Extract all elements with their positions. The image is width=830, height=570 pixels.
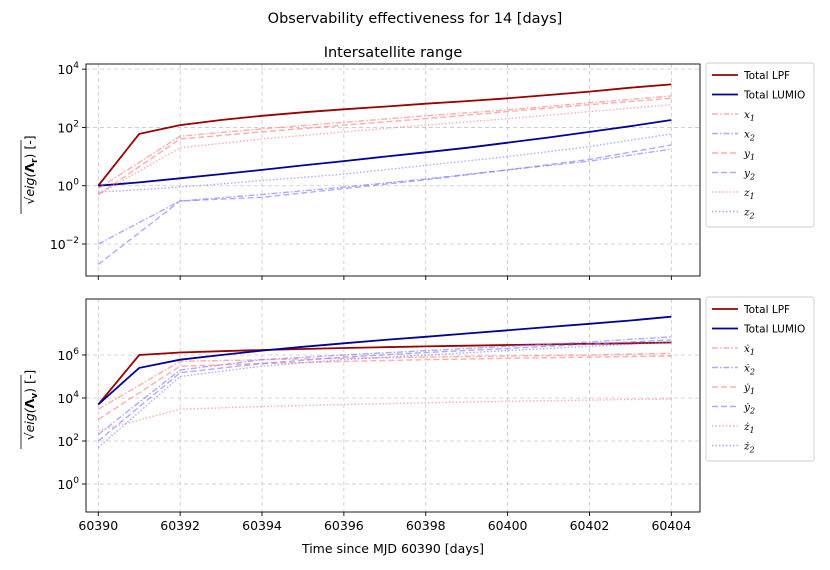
series-group: [97, 83, 672, 265]
y-tick-label: 104: [57, 390, 79, 406]
legend-label: Total LUMIO: [743, 324, 805, 336]
x-tick-label: 60400: [488, 518, 528, 533]
y-tick-label: 102: [57, 119, 79, 135]
legend-label: x1: [744, 109, 755, 123]
top-legend: Total LPF Total LUMIO x1 x2 y1 y2 z1 z2: [705, 62, 815, 228]
y-tick-label: 100: [57, 178, 79, 194]
series-line: [97, 83, 672, 187]
ylabel-sub: r: [30, 158, 40, 163]
series-line: [98, 119, 672, 187]
x-tick-label: 60390: [78, 518, 118, 533]
x-tick-label: 60404: [651, 518, 691, 533]
series-line: [97, 97, 672, 196]
legend-frame: [705, 62, 815, 228]
sqrt-symbol: √: [22, 197, 37, 205]
series-line: [98, 133, 672, 193]
legend-label: Total LUMIO: [743, 90, 805, 102]
series-line: [97, 104, 672, 196]
legend-label: ẏ2: [743, 402, 755, 416]
ylabel-tail: ) [-]: [22, 135, 37, 158]
series-line: [97, 339, 672, 442]
legend-frame: [705, 296, 815, 462]
series-line: [97, 315, 672, 406]
x-tick-label: 60402: [570, 518, 610, 533]
svg-text:√eig(Λr) [-]: √eig(Λr) [-]: [22, 135, 40, 204]
legend-label: x2: [744, 129, 755, 143]
ylabel-tail: ) [-]: [22, 370, 37, 393]
x-tick-label: 60396: [324, 518, 364, 533]
series-line: [97, 341, 672, 449]
legend-label: y2: [743, 168, 755, 182]
svg-text:√eig(Λv) [-]: √eig(Λv) [-]: [22, 370, 40, 441]
series-line: [97, 144, 672, 265]
ylabel-eig: eig(: [22, 172, 37, 197]
series-line: [97, 95, 672, 190]
legend-label: ẋ2: [744, 363, 755, 377]
axes-frame: [85, 298, 701, 513]
y-tick-label: 104: [57, 61, 79, 77]
legend-label: z1: [743, 187, 755, 201]
ylabel-eig: eig(: [22, 407, 37, 432]
top-y-axis-label: √eig(Λr) [-]: [20, 135, 40, 214]
x-tick-label: 60394: [242, 518, 282, 533]
series-line: [97, 355, 672, 421]
series-line: [97, 352, 672, 410]
ylabel-lambda: Λ: [22, 163, 37, 173]
sqrt-symbol: √: [22, 432, 37, 440]
series-group: [97, 315, 672, 449]
legend-label: ż2: [743, 441, 755, 455]
series-line: [97, 148, 672, 245]
series-line: [97, 336, 672, 436]
axes-frame: [85, 63, 701, 277]
legend-label: ẋ1: [744, 343, 755, 357]
bottom-y-axis-label: √eig(Λv) [-]: [20, 370, 40, 449]
series-line: [97, 341, 672, 406]
legend-label: Total LPF: [743, 304, 790, 316]
y-tick-label: 10−2: [50, 236, 79, 252]
figure-title: Observability effectiveness for 14 [days…: [268, 11, 563, 27]
x-tick-label: 60398: [406, 518, 446, 533]
y-tick-label: 106: [57, 347, 79, 363]
ylabel-sub: v: [30, 393, 40, 399]
y-tick-label: 100: [57, 476, 79, 492]
legend-label: Total LPF: [743, 70, 790, 82]
x-axis-label: Time since MJD 60390 [days]: [301, 541, 484, 556]
bottom-axes: 60390 60392 60394 60396 60398 60400 60402 60404…: [57, 298, 701, 533]
series-line: [98, 398, 672, 432]
x-tick-label: 60392: [160, 518, 200, 533]
y-tick-label: 102: [57, 433, 79, 449]
legend-label: ż1: [743, 421, 755, 435]
bottom-legend: Total LPF Total LUMIO ẋ1 ẋ2 ẏ1 ẏ2 ż1 ż2: [705, 296, 815, 462]
legend-label: ẏ1: [743, 382, 755, 396]
legend-label: y1: [743, 148, 755, 162]
legend-label: z2: [743, 207, 755, 221]
top-axes: 10−2 100 102 104: [50, 61, 701, 280]
top-axes-title: Intersatellite range: [324, 45, 463, 61]
ylabel-lambda: Λ: [22, 398, 37, 408]
